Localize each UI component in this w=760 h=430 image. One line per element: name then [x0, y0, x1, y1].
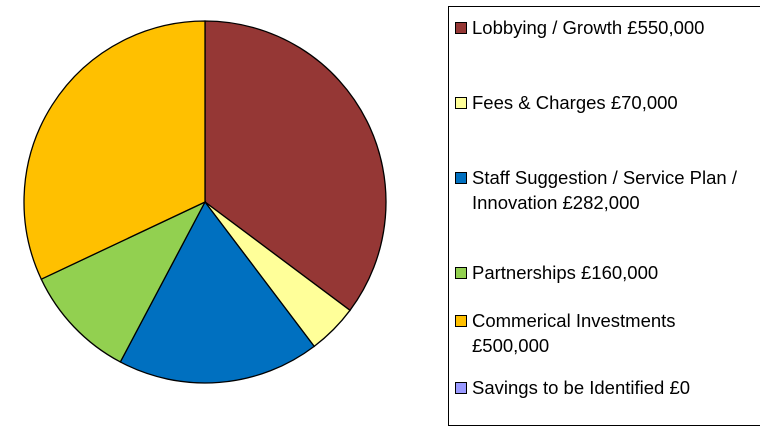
pie-slice [23, 20, 206, 281]
legend-value: £0 [669, 377, 691, 398]
legend-value: £550,000 [627, 17, 705, 38]
pie-slice [119, 200, 316, 384]
legend-entry: Lobbying / Growth £550,000 [455, 15, 722, 40]
legend-swatch [455, 97, 467, 109]
pie [23, 20, 387, 384]
pie-slice [40, 200, 207, 363]
legend-entry: Commerical Investments £500,000 [455, 308, 752, 358]
legend: Lobbying / Growth £550,000 Fees & Charges… [448, 6, 760, 426]
legend-value: £160,000 [581, 262, 659, 283]
legend-entry: Staff Suggestion / Service Plan / Innova… [455, 165, 760, 215]
legend-value: £70,000 [610, 92, 678, 113]
legend-entry: Partnerships £160,000 [455, 260, 760, 285]
legend-entry: Savings to be Identified £0 [455, 375, 760, 400]
legend-swatch [455, 382, 467, 394]
pie-slice [204, 20, 387, 312]
legend-label: Lobbying / Growth [472, 17, 623, 38]
legend-value: £500,000 [472, 335, 550, 356]
legend-label: Staff Suggestion / Service Plan / Innova… [472, 167, 737, 213]
legend-label: Partnerships [472, 262, 576, 283]
legend-value: £282,000 [562, 192, 640, 213]
legend-swatch [455, 315, 467, 327]
legend-swatch [455, 22, 467, 34]
legend-label: Savings to be Identified [472, 377, 665, 398]
legend-swatch [455, 267, 467, 279]
legend-entry: Fees & Charges £70,000 [455, 90, 760, 115]
legend-swatch [455, 172, 467, 184]
legend-label: Fees & Charges [472, 92, 606, 113]
legend-label: Commerical Investments [472, 310, 676, 331]
